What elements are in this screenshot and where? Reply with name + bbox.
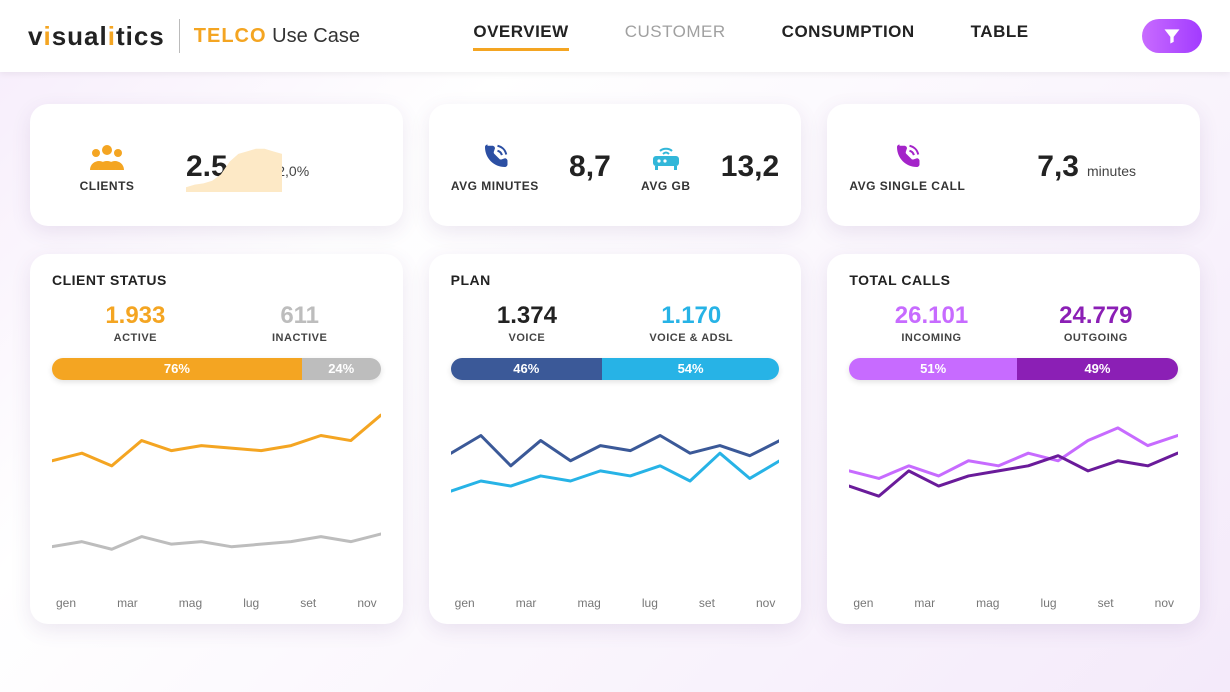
header: visualitics TELCO Use Case OVERVIEW CUST… [0, 0, 1230, 72]
percent-bar: 46% 54% [451, 358, 780, 380]
kpi-row: CLIENTS 2.544 +2,0% AVG MINUTES 8,7 [30, 104, 1200, 226]
stat-a-label: INCOMING [895, 332, 968, 344]
percent-bar: 51% 49% [849, 358, 1178, 380]
x-tick: mar [516, 596, 537, 610]
stat-a-value: 26.101 [895, 302, 968, 330]
clients-icon [87, 141, 127, 173]
stat-a-value: 1.374 [497, 302, 557, 330]
x-axis: gen mar mag lug set nov [451, 596, 780, 610]
kpi-clients-card: CLIENTS 2.544 +2,0% [30, 104, 403, 226]
single-call-value: 7,3 [1037, 150, 1079, 184]
logo-text: visualitics [28, 21, 165, 51]
main: CLIENTS 2.544 +2,0% AVG MINUTES 8,7 [0, 72, 1230, 644]
client-status-card: CLIENT STATUS 1.933 ACTIVE 611 INACTIVE … [30, 254, 403, 624]
kpi-avg-card: AVG MINUTES 8,7 AVG GB 13,2 [429, 104, 802, 226]
percent-a: 46% [451, 358, 602, 380]
usecase: TELCO Use Case [194, 25, 360, 48]
phone-icon [480, 141, 510, 173]
chart-area [451, 390, 780, 592]
x-tick: set [699, 596, 715, 610]
chart-title: CLIENT STATUS [52, 272, 381, 288]
stat-b-label: INACTIVE [272, 332, 327, 344]
chart-title: TOTAL CALLS [849, 272, 1178, 288]
chart-area [849, 390, 1178, 592]
x-tick: gen [56, 596, 76, 610]
router-icon [649, 141, 683, 173]
x-tick: mag [976, 596, 999, 610]
stat-b-value: 24.779 [1059, 302, 1132, 330]
kpi-single-card: AVG SINGLE CALL 7,3 minutes [827, 104, 1200, 226]
chart-title: PLAN [451, 272, 780, 288]
percent-b: 24% [302, 358, 381, 380]
tab-overview[interactable]: OVERVIEW [473, 22, 568, 51]
x-tick: gen [853, 596, 873, 610]
plan-card: PLAN 1.374 VOICE 1.170 VOICE & ADSL 46% … [429, 254, 802, 624]
x-tick: lug [1041, 596, 1057, 610]
x-axis: gen mar mag lug set nov [849, 596, 1178, 610]
x-tick: gen [455, 596, 475, 610]
clients-label: CLIENTS [80, 179, 135, 193]
single-call-label: AVG SINGLE CALL [849, 179, 965, 193]
stat-a-label: ACTIVE [105, 332, 165, 344]
x-tick: mar [914, 596, 935, 610]
chart-area [52, 390, 381, 592]
divider [179, 19, 180, 53]
stat-a-label: VOICE [497, 332, 557, 344]
percent-bar: 76% 24% [52, 358, 381, 380]
x-tick: nov [756, 596, 775, 610]
x-tick: set [300, 596, 316, 610]
percent-a: 51% [849, 358, 1017, 380]
percent-a: 76% [52, 358, 302, 380]
x-axis: gen mar mag lug set nov [52, 596, 381, 610]
avg-gb-label: AVG GB [641, 179, 690, 193]
logo: visualitics [28, 21, 165, 52]
x-tick: mag [577, 596, 600, 610]
filter-button[interactable] [1142, 19, 1202, 53]
avg-minutes-value: 8,7 [569, 150, 611, 184]
stat-b-label: OUTGOING [1059, 332, 1132, 344]
avg-gb-value: 13,2 [721, 150, 779, 184]
tab-customer[interactable]: CUSTOMER [625, 22, 726, 51]
percent-b: 49% [1017, 358, 1178, 380]
stat-b-label: VOICE & ADSL [649, 332, 733, 344]
nav: OVERVIEW CUSTOMER CONSUMPTION TABLE [473, 22, 1028, 51]
x-tick: lug [243, 596, 259, 610]
single-call-unit: minutes [1087, 163, 1136, 179]
x-tick: nov [357, 596, 376, 610]
stat-b-value: 611 [272, 302, 327, 330]
percent-b: 54% [602, 358, 779, 380]
x-tick: nov [1155, 596, 1174, 610]
total-calls-card: TOTAL CALLS 26.101 INCOMING 24.779 OUTGO… [827, 254, 1200, 624]
x-tick: set [1098, 596, 1114, 610]
stat-b-value: 1.170 [649, 302, 733, 330]
x-tick: lug [642, 596, 658, 610]
tab-table[interactable]: TABLE [971, 22, 1029, 51]
single-call-icon [892, 141, 922, 173]
usecase-telco: TELCO [194, 25, 267, 47]
stat-a-value: 1.933 [105, 302, 165, 330]
usecase-sub: Use Case [272, 25, 360, 47]
avg-minutes-label: AVG MINUTES [451, 179, 539, 193]
brand: visualitics TELCO Use Case [28, 19, 360, 53]
funnel-icon [1162, 26, 1182, 46]
tab-consumption[interactable]: CONSUMPTION [782, 22, 915, 51]
x-tick: mag [179, 596, 202, 610]
chart-row: CLIENT STATUS 1.933 ACTIVE 611 INACTIVE … [30, 254, 1200, 624]
x-tick: mar [117, 596, 138, 610]
clients-sparkline [186, 144, 282, 192]
